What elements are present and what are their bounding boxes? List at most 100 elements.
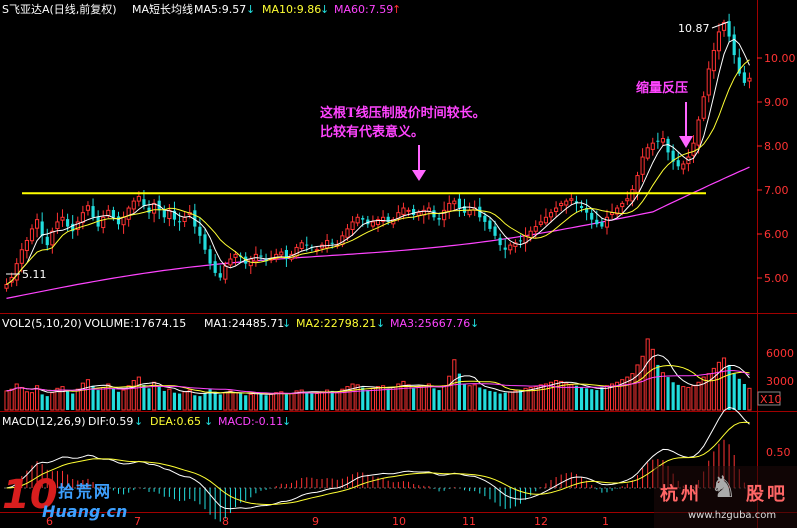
candle-body [681,163,686,170]
volume-bar [96,390,100,410]
volume-bar [370,387,375,411]
candle-body [747,77,752,82]
volume-bar [548,381,554,411]
candle-body [14,263,19,281]
candle-body [233,253,238,258]
watermark-left-url: Huang.cn [42,502,128,521]
volume-bar [716,361,722,411]
volume-bar [508,391,513,411]
vol-ma2-arrow: ↓ [376,317,385,330]
candle-body [111,210,115,218]
vol-ma3-arrow: ↓ [470,317,479,330]
volume-bar [666,377,670,410]
volume-bar [305,391,309,410]
volume-bar [193,395,197,410]
volume-bar [412,388,416,410]
candle-body [416,212,421,216]
candle-body [294,246,299,257]
candle-body [299,242,304,249]
volume-bar [518,390,523,410]
ma5-arrow: ↓ [246,3,255,16]
candle-body [508,244,513,251]
volume-header: VOL2(5,10,20) VOLUME:17674.15 MA1:24485.… [2,317,479,330]
volume-bar [14,383,19,411]
volume-bar [620,379,625,411]
candle-body [131,200,136,210]
volume-bar [91,385,95,410]
macd-value: MACD:-0.11 [218,415,283,428]
vol-ma1-arrow: ↓ [282,317,291,330]
month-label-8: 8 [222,515,229,528]
candle-body [503,247,507,250]
macd-header: MACD(12,26,9) DIF:0.59 ↓ DEA:0.65 ↓ MACD… [2,415,291,428]
candle-body [538,221,543,225]
candle-body [742,72,746,83]
candle-body [177,221,182,223]
vol-tick-6000: 6000 [766,347,794,360]
volume-bar [711,367,716,411]
volume-bar [121,389,126,411]
ma60-line-layer [6,166,750,299]
candle-body [66,219,70,227]
candle-body [259,255,263,257]
volume-bar [198,396,202,410]
volume-bar [676,384,680,410]
volume-bar [101,386,106,411]
volume-bar [660,372,666,411]
candle-body [462,206,467,213]
watermark-left-cn: 拾荒网 [58,482,113,501]
candle-body [635,175,640,193]
candle-body [116,216,121,225]
candle-body [370,221,375,227]
watermark-left: 10 拾荒网 Huang.cn [2,472,140,524]
volume-bar [116,391,121,410]
candle-body [412,209,416,215]
volume-bar [721,357,727,411]
macd-title: MACD(12,26,9) [2,415,86,428]
volume-bar [737,378,741,410]
candle-body [142,199,146,206]
vol-ma2-line [6,364,750,395]
volume-bar [167,388,172,411]
candle-body [305,244,309,246]
volume-bar [9,388,14,411]
volume-bar [274,392,279,411]
volume-bar [590,389,594,410]
candle-body [701,96,706,119]
volume-bar [279,391,284,411]
candle-body [284,249,288,260]
candle-body [121,216,126,226]
watermark-right-cn1: 杭州 [660,484,702,505]
candle-body [279,251,284,256]
volume-bar [706,373,711,411]
candle-body [71,223,75,232]
volume-bar [75,388,80,411]
candle-body [564,200,569,206]
ma-group-label: MA短长均线 [132,2,193,16]
volume-bar [208,389,212,410]
ma60-line [6,166,750,299]
candle-body [457,198,461,209]
candle-body [345,228,350,238]
candle-body [513,242,518,247]
candle-body [325,239,330,249]
volume-bar [319,391,325,411]
volume-bar [142,384,146,410]
candle-body [381,216,386,222]
candle-body [24,239,29,251]
volume-bar [264,395,268,410]
ma5-value: MA5:9.57 [194,3,246,16]
volume-bar [671,382,675,410]
volume-bar [228,390,233,411]
candle-body [493,226,497,236]
price-tick-600: 6.00 [764,228,789,241]
price-axis: 10.00 9.00 8.00 7.00 6.00 5.00 [757,52,796,285]
volume-bar [330,390,334,410]
price-title: S飞亚达A(日线,前复权) [2,2,117,16]
volume-bar [585,388,589,410]
candle-body [650,142,655,150]
volume-bar [686,386,691,411]
price-header: S飞亚达A(日线,前复权) MA短长均线 MA5:9.57 ↓ MA10:9.8… [2,2,401,16]
